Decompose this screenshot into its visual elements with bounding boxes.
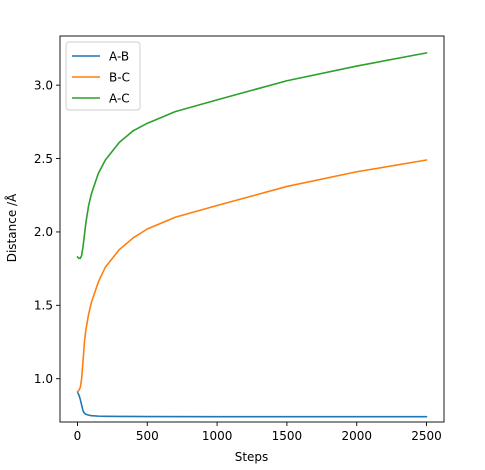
y-axis-label: Distance /Å	[4, 193, 19, 262]
y-tick-label: 1.0	[34, 372, 53, 386]
series-line-b-c	[76, 159, 428, 393]
legend: A-B B-C A-C	[65, 41, 141, 111]
y-tick-label: 2.5	[34, 152, 53, 166]
x-tick-label: 2500	[411, 429, 442, 443]
legend-box	[65, 41, 141, 111]
plot-area	[76, 52, 428, 418]
x-tick-label: 2000	[341, 429, 372, 443]
series-line-a-b	[76, 391, 428, 418]
x-tick-label: 1500	[272, 429, 303, 443]
y-tick-label: 2.0	[34, 225, 53, 239]
legend-label-a-c: A-C	[109, 91, 130, 105]
axes: 0 500 1000 1500 2000 2500 1.0 1.5 2.0 2.5 3.0	[34, 35, 445, 443]
legend-label-b-c: B-C	[109, 70, 130, 84]
x-tick-label: 0	[74, 429, 82, 443]
y-tick-label: 3.0	[34, 78, 53, 92]
legend-label-a-b: A-B	[109, 49, 129, 63]
x-axis-label: Steps	[235, 450, 269, 464]
x-tick-label: 500	[136, 429, 159, 443]
x-tick-label: 1000	[202, 429, 233, 443]
series-line-a-c	[76, 52, 428, 260]
axes-frame	[59, 35, 445, 423]
y-tick-label: 1.5	[34, 299, 53, 313]
